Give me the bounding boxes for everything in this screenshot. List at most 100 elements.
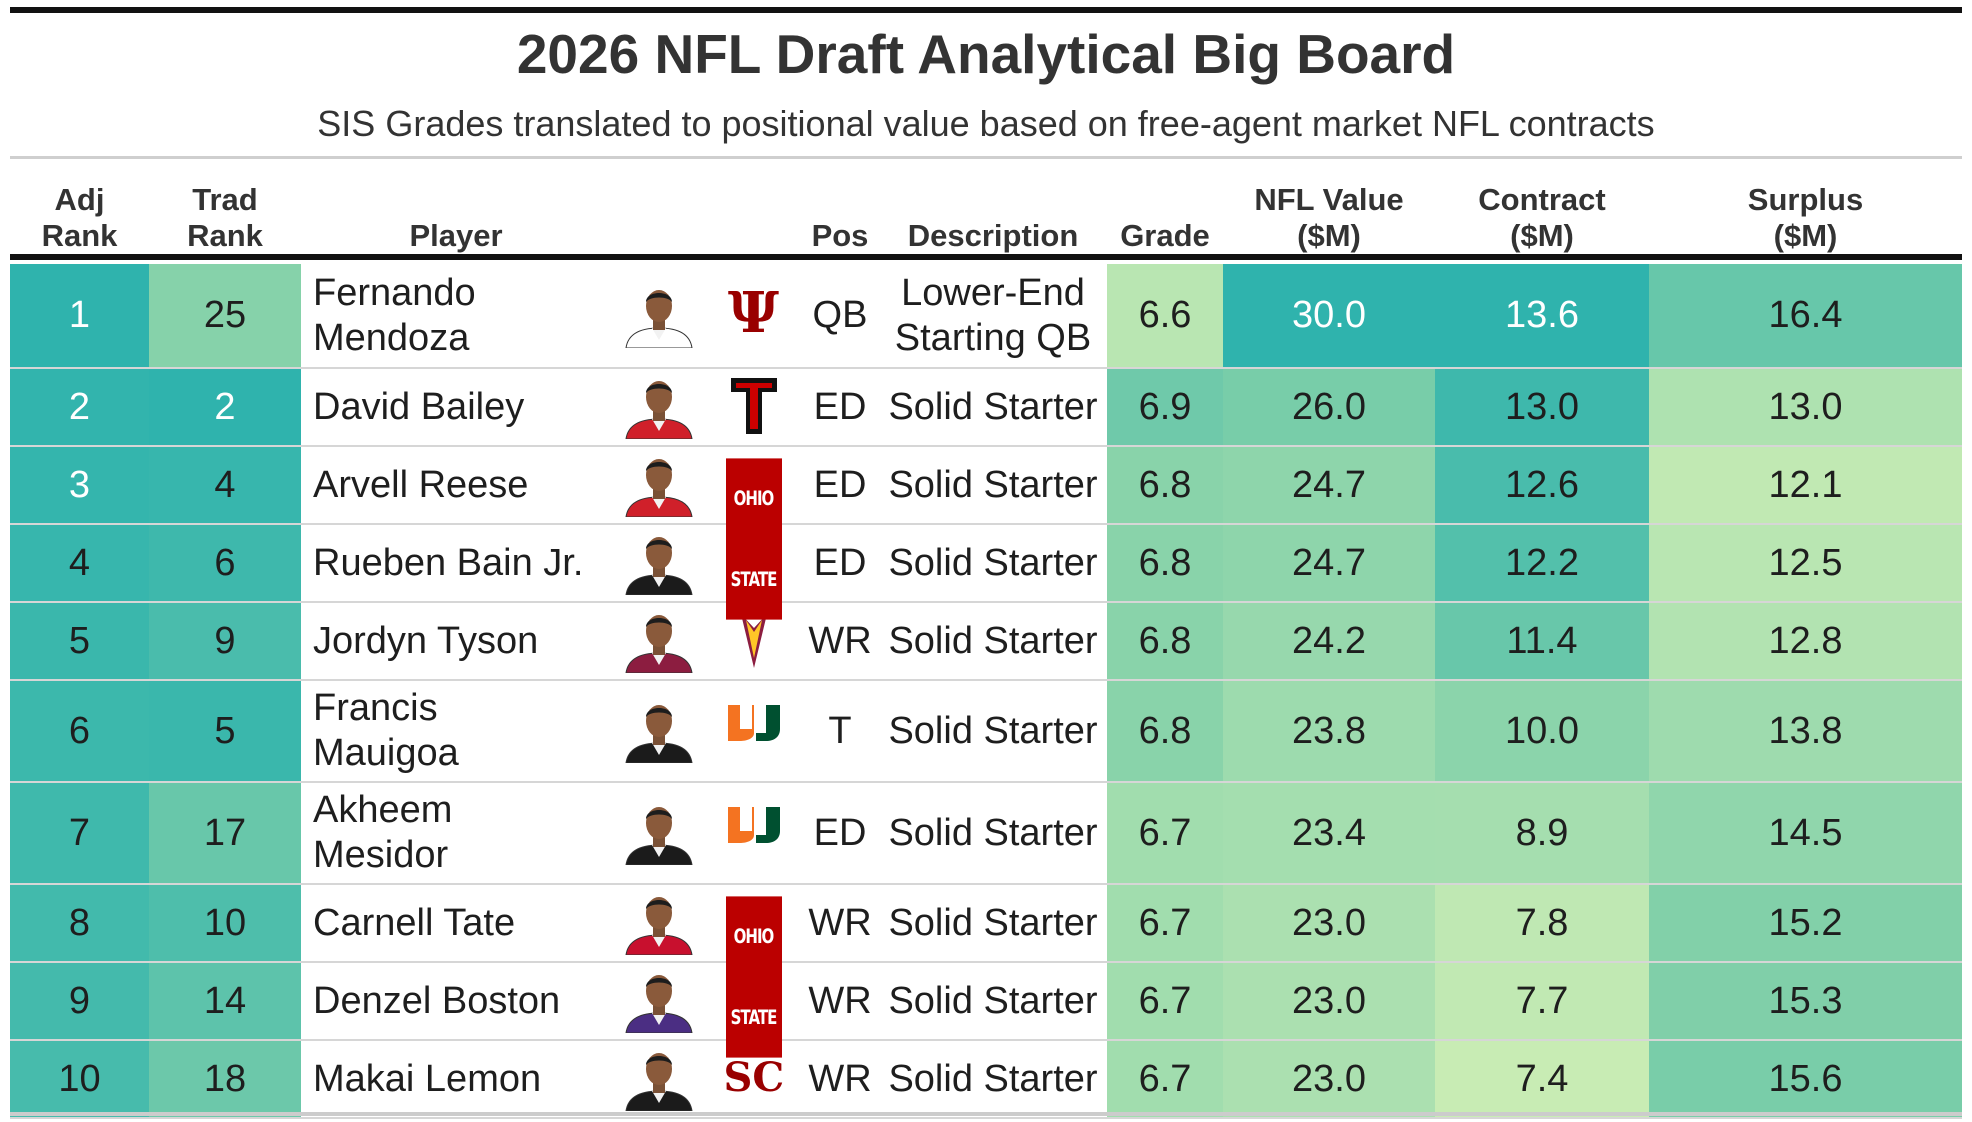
table-row: 1 25 Fernando Mendoza Ψ QB Lower-End Starting… [10,264,1962,369]
adj-rank-cell: 4 [10,524,149,603]
adj-rank-cell: 10 [10,1040,149,1119]
table-row: 8 10 Carnell Tate OHIO STATE WR Solid Starter… [10,884,1962,1058]
indiana-logo: Ψ [727,279,780,346]
header-nfl-value: NFL Value ($M) [1254,182,1404,253]
surplus-cell: 12.1 [1649,446,1962,525]
player-name-cell: Rueben Bain Jr. [301,524,611,603]
adj-rank-cell: 9 [10,962,149,1041]
player-name-cell: Jordyn Tyson [301,602,611,681]
texas-tech-logo [724,376,784,438]
nfl-value-cell: 26.0 [1223,368,1435,447]
surplus-cell: 13.0 [1649,368,1962,447]
contract-cell: 7.8 [1435,884,1649,963]
surplus-cell: 14.5 [1649,782,1962,885]
player-photo-cell [611,1040,706,1119]
surplus-cell: 15.6 [1649,1040,1962,1119]
chart-subtitle: SIS Grades translated to positional valu… [317,103,1655,144]
school-logo-cell: OHIO STATE [706,884,801,1058]
ohio-state-logo: OHIO STATE [724,892,784,1058]
contract-cell: 8.9 [1435,782,1649,885]
trad-rank-cell: 25 [149,264,301,369]
trad-rank-cell: 5 [149,680,301,783]
player-headshot [624,897,693,955]
position-cell: T [801,680,879,783]
table-row: 5 9 Jordyn Tyson WR Solid Starter 6.8 24.2 11.4… [10,602,1962,681]
miami-logo [724,802,784,864]
grade-cell: 6.7 [1107,962,1223,1041]
grade-cell: 6.7 [1107,1040,1223,1119]
school-logo-cell: OHIO STATE [706,446,801,620]
table-row: 6 5 Francis Mauigoa T Solid Starter 6.8 23.8 10… [10,680,1962,783]
header-pos: Pos [811,218,869,253]
description-cell: Solid Starter [879,782,1107,885]
player-photo-cell [611,680,706,783]
position-cell: ED [801,524,879,603]
position-cell: QB [801,264,879,369]
player-photo-cell [611,602,706,681]
player-photo-cell [611,264,706,369]
grade-cell: 6.7 [1107,782,1223,885]
position-cell: ED [801,368,879,447]
player-name-cell: Francis Mauigoa [301,680,611,783]
trad-rank-cell: 4 [149,446,301,525]
big-board-table: Adj Rank Trad Rank Player Pos Descriptio… [10,160,1962,1119]
description-cell: Lower-End Starting QB [879,264,1107,369]
top-rule [10,7,1962,13]
nfl-value-cell: 24.7 [1223,446,1435,525]
adj-rank-cell: 7 [10,782,149,885]
ohio-state-logo: OHIO STATE [724,454,784,620]
player-name-cell: Makai Lemon [301,1040,611,1119]
header-logo [706,160,801,264]
header-photo [611,160,706,264]
school-logo-cell [706,368,801,447]
nfl-value-cell: 23.0 [1223,1040,1435,1119]
surplus-cell: 16.4 [1649,264,1962,369]
contract-cell: 7.4 [1435,1040,1649,1119]
grade-cell: 6.6 [1107,264,1223,369]
surplus-cell: 12.5 [1649,524,1962,603]
position-cell: WR [801,884,879,963]
trad-rank-cell: 9 [149,602,301,681]
adj-rank-cell: 5 [10,602,149,681]
player-photo-cell [611,884,706,963]
grade-cell: 6.8 [1107,524,1223,603]
player-headshot [624,381,693,439]
grade-cell: 6.8 [1107,446,1223,525]
header-contract: Contract ($M) [1478,182,1606,253]
player-headshot [624,615,693,673]
description-cell: Solid Starter [879,602,1107,681]
player-photo-cell [611,782,706,885]
header-description: Description [907,218,1079,253]
nfl-value-cell: 24.2 [1223,602,1435,681]
school-logo-cell [706,782,801,885]
grade-cell: 6.7 [1107,884,1223,963]
player-headshot [624,537,693,595]
grade-cell: 6.9 [1107,368,1223,447]
header-row: Adj Rank Trad Rank Player Pos Descriptio… [10,160,1962,264]
school-logo-cell: Ψ [706,264,801,369]
contract-cell: 12.2 [1435,524,1649,603]
contract-cell: 10.0 [1435,680,1649,783]
player-photo-cell [611,368,706,447]
contract-cell: 12.6 [1435,446,1649,525]
header-player: Player [409,218,503,253]
description-cell: Solid Starter [879,368,1107,447]
player-headshot [624,705,693,763]
nfl-value-cell: 23.8 [1223,680,1435,783]
table-row: 4 6 Rueben Bain Jr. ED Solid Starter 6.8 24.7 1… [10,524,1962,603]
nfl-value-cell: 24.7 [1223,524,1435,603]
player-photo-cell [611,446,706,525]
board-body: 1 25 Fernando Mendoza Ψ QB Lower-End Starting… [10,264,1962,1119]
table-row: 2 2 David Bailey ED Solid Starter 6.9 26.0 13.0… [10,368,1962,447]
trad-rank-cell: 10 [149,884,301,963]
adj-rank-cell: 8 [10,884,149,963]
surplus-cell: 12.8 [1649,602,1962,681]
player-name-cell: Carnell Tate [301,884,611,963]
contract-cell: 11.4 [1435,602,1649,681]
nfl-value-cell: 30.0 [1223,264,1435,369]
player-headshot [624,807,693,865]
player-name-cell: Fernando Mendoza [301,264,611,369]
nfl-value-cell: 23.0 [1223,962,1435,1041]
header-surplus: Surplus ($M) [1747,182,1864,253]
